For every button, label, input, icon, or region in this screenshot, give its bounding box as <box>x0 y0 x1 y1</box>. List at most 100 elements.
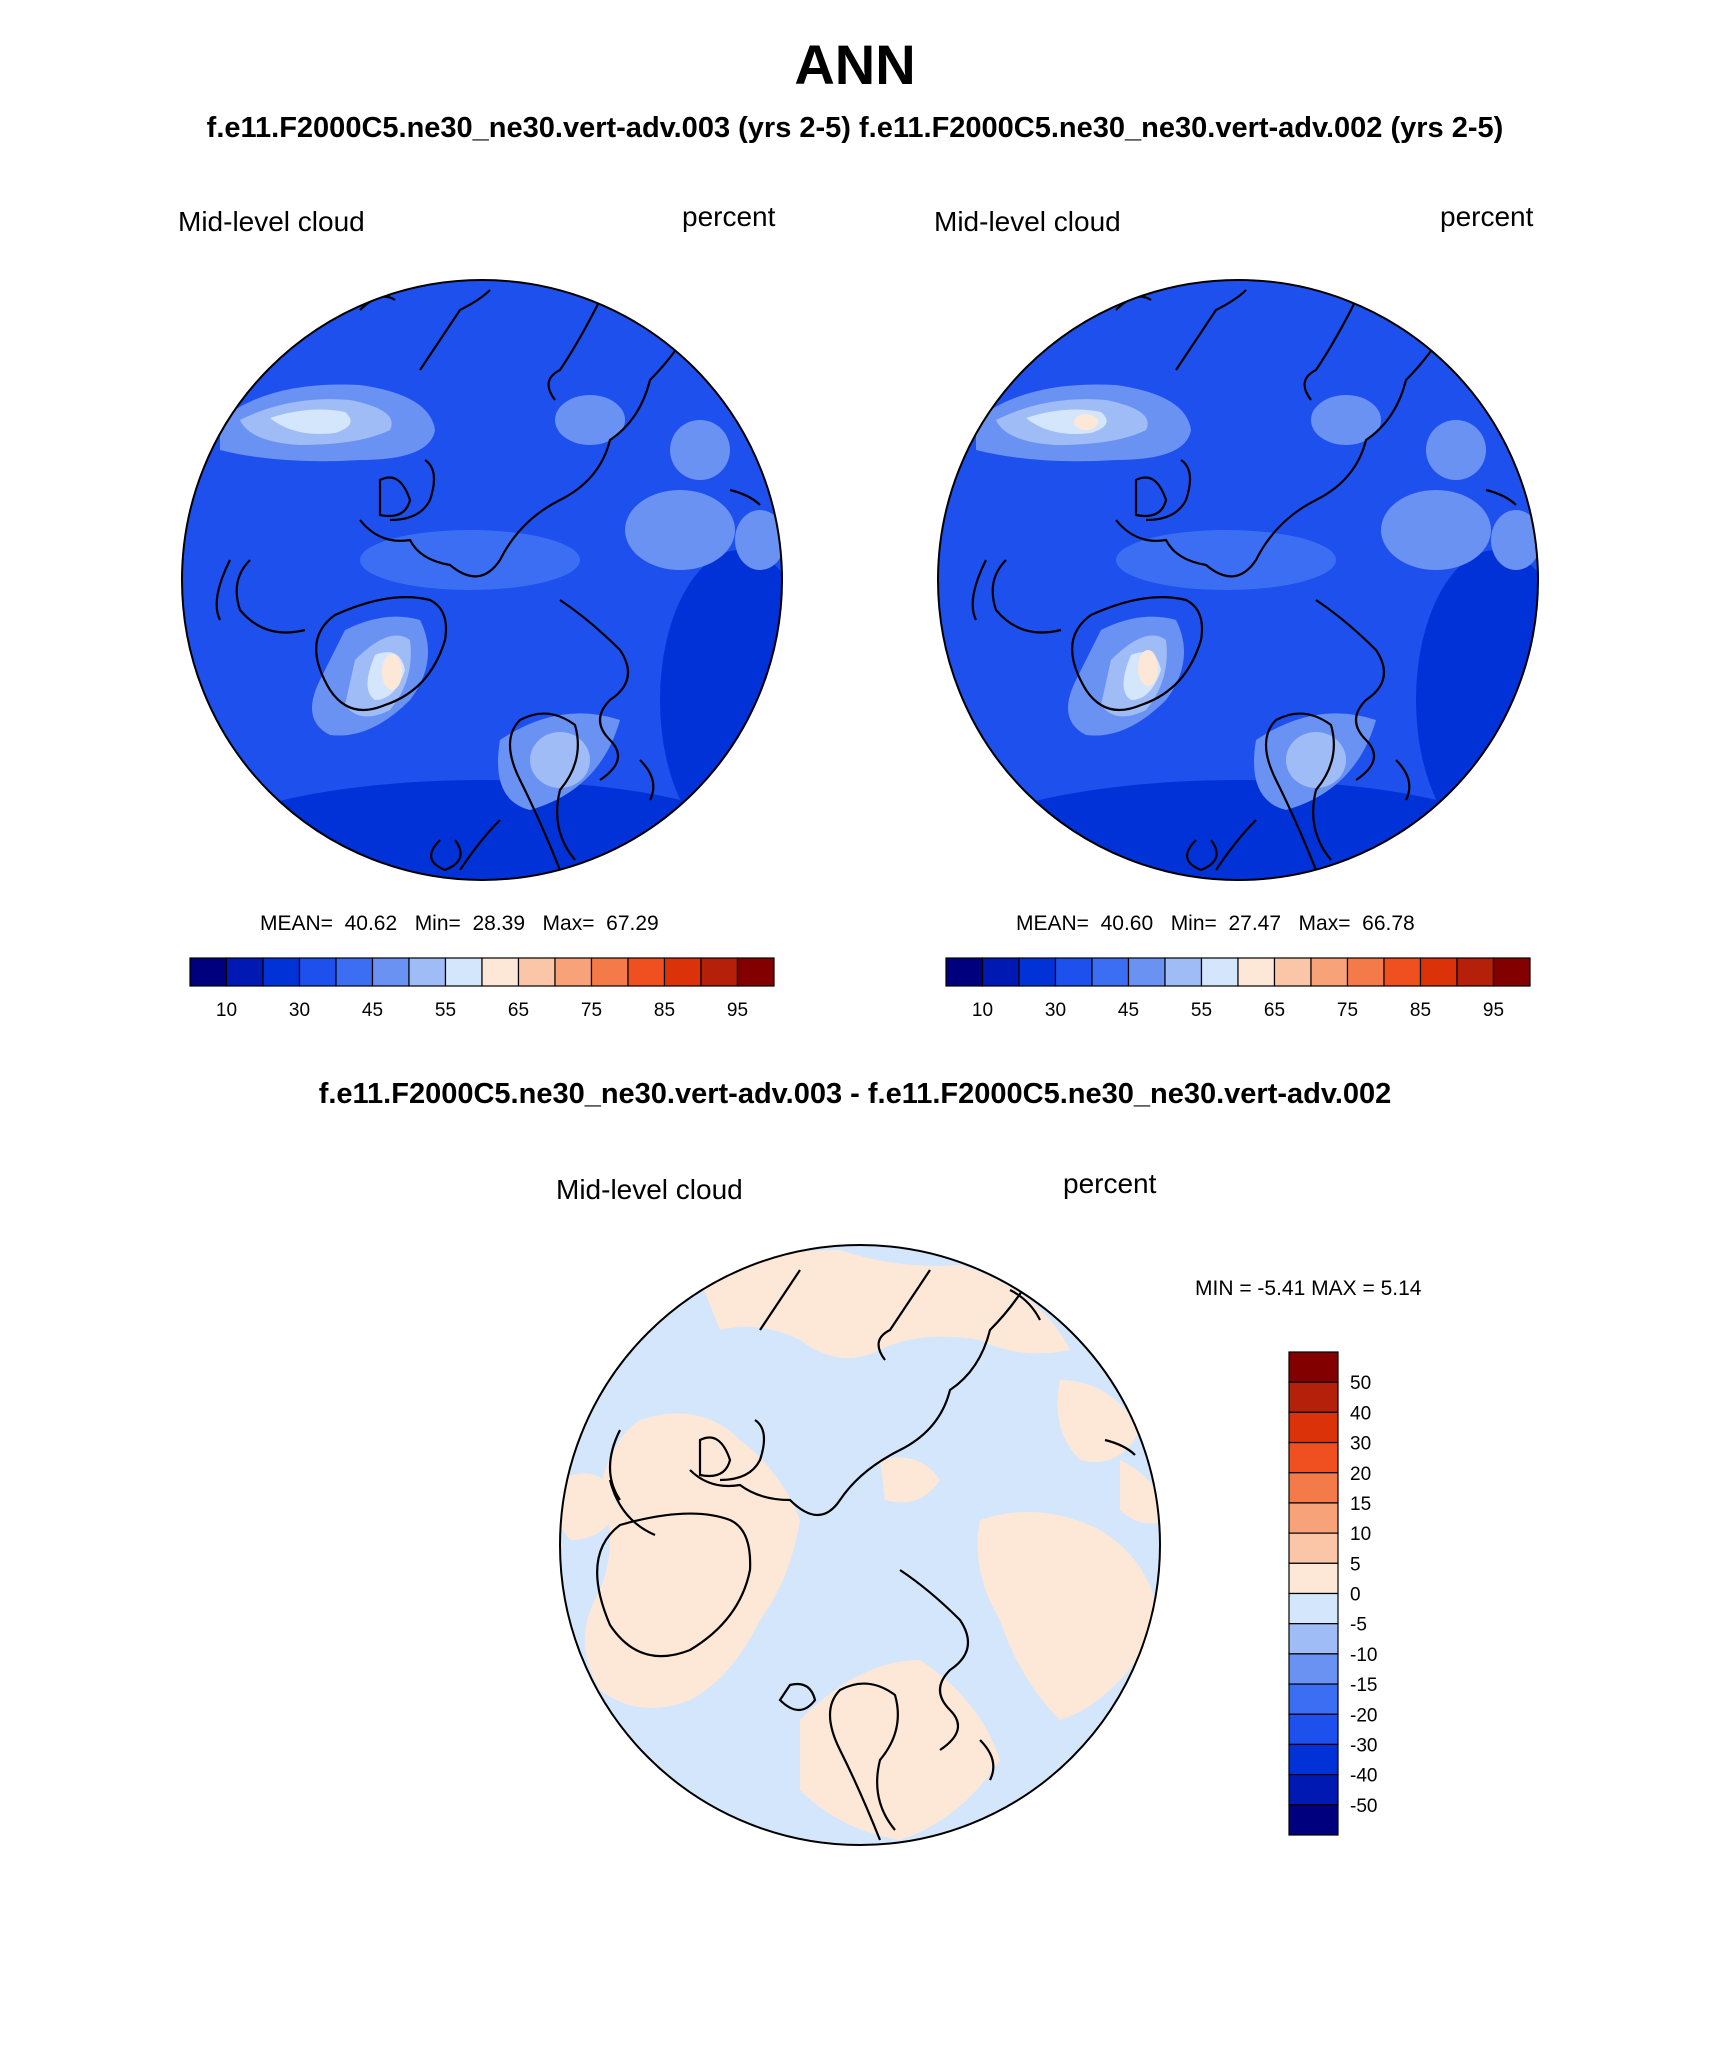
cbar2-tick-label: 65 <box>1264 1000 1285 1021</box>
cbar3-tick-label: -50 <box>1350 1796 1377 1817</box>
colorbar-panel-2: 10 30 45 55 65 75 85 95 <box>945 957 1531 1021</box>
cbar1-tick-label: 10 <box>216 1000 237 1021</box>
cbar2-swatch-2 <box>1018 957 1057 987</box>
cbar2-tick-label: 55 <box>1191 1000 1212 1021</box>
panel1-min-value: 28.39 <box>472 912 526 935</box>
cbar3-swatch-11 <box>1288 1683 1339 1715</box>
cbar3-swatch-7 <box>1288 1562 1339 1595</box>
cbar2-tick-label: 10 <box>972 1000 993 1021</box>
cbar1-swatch-15 <box>736 957 775 987</box>
panel1-min-label: Min= <box>414 912 461 935</box>
panel2-mean-label: MEAN= <box>1016 912 1089 935</box>
figure-title: ANN <box>794 33 916 96</box>
cbar2-swatch-12 <box>1383 957 1422 987</box>
cbar2-swatch-13 <box>1419 957 1458 987</box>
cbar1-swatch-4 <box>335 957 374 987</box>
panel3-right-label: percent <box>1063 1168 1157 1199</box>
panel2-max-label: Max= <box>1298 912 1351 935</box>
cbar1-swatch-0 <box>189 957 228 987</box>
panel1-mean-label: MEAN= <box>260 912 333 935</box>
panel2-left-label: Mid-level cloud <box>934 206 1121 237</box>
cbar3-tick-label: 50 <box>1350 1373 1371 1394</box>
panel1-max-label: Max= <box>542 912 595 935</box>
panel1-left-label: Mid-level cloud <box>178 206 365 237</box>
cbar1-tick-label: 55 <box>435 1000 456 1021</box>
panel2-mean-value: 40.60 <box>1100 912 1154 935</box>
cbar2-swatch-9 <box>1273 957 1312 987</box>
cbar2-swatch-6 <box>1164 957 1203 987</box>
cbar2-swatch-14 <box>1456 957 1495 987</box>
panel2-min-value: 27.47 <box>1228 912 1282 935</box>
cbar3-swatch-5 <box>1288 1502 1339 1534</box>
cbar1-tick-label: 65 <box>508 1000 529 1021</box>
map-panel-3 <box>559 1244 1161 1846</box>
cbar3-swatch-8 <box>1288 1592 1339 1625</box>
cbar3-swatch-9 <box>1288 1623 1339 1655</box>
cbar1-swatch-3 <box>298 957 337 987</box>
panel2-stats: MEAN= 40.60 Min= 27.47 Max= 66.78 <box>1016 912 1415 936</box>
cbar3-swatch-1 <box>1288 1381 1339 1413</box>
cbar2-tick-label: 30 <box>1045 1000 1066 1021</box>
panel2-right-label: percent <box>1440 201 1534 232</box>
cbar3-swatch-2 <box>1288 1411 1339 1444</box>
cbar1-swatch-6 <box>408 957 447 987</box>
cbar3-swatch-6 <box>1288 1532 1339 1564</box>
cbar1-tick-label: 75 <box>581 1000 602 1021</box>
cbar1-swatch-7 <box>444 957 483 987</box>
cbar3-tick-label: 15 <box>1350 1494 1371 1515</box>
cbar2-tick-label: 85 <box>1410 1000 1431 1021</box>
cbar3-swatch-0 <box>1288 1351 1339 1383</box>
cbar3-tick-label: 40 <box>1350 1403 1371 1424</box>
cbar2-swatch-7 <box>1200 957 1239 987</box>
cbar1-tick-label: 85 <box>654 1000 675 1021</box>
panel1-stats: MEAN= 40.62 Min= 28.39 Max= 67.29 <box>260 912 659 936</box>
figure-subtitle: f.e11.F2000C5.ne30_ne30.vert-adv.003 (yr… <box>206 112 1504 144</box>
panel3-left-label: Mid-level cloud <box>556 1174 743 1205</box>
cbar3-swatch-3 <box>1288 1441 1339 1474</box>
cbar2-swatch-4 <box>1091 957 1130 987</box>
panel3-stats: MIN = -5.41 MAX = 5.14 <box>1195 1277 1422 1300</box>
map1-border <box>181 279 783 881</box>
map3-border <box>559 1244 1161 1846</box>
cbar3-swatch-10 <box>1288 1653 1339 1685</box>
cbar2-swatch-10 <box>1310 957 1349 987</box>
cbar3-tick-label: -30 <box>1350 1735 1377 1756</box>
cbar2-swatch-15 <box>1492 957 1531 987</box>
cbar1-swatch-8 <box>481 957 520 987</box>
map-panel-2 <box>937 279 1539 881</box>
cbar3-tick-label: 10 <box>1350 1524 1371 1545</box>
cbar1-swatch-13 <box>663 957 702 987</box>
cbar1-swatch-10 <box>554 957 593 987</box>
map-panel-1 <box>181 279 783 881</box>
cbar1-swatch-2 <box>262 957 301 987</box>
map2-fill-contours <box>938 384 1538 880</box>
cbar3-tick-label: 20 <box>1350 1464 1371 1485</box>
cbar1-swatch-11 <box>590 957 629 987</box>
cbar1-swatch-12 <box>627 957 666 987</box>
cbar1-swatch-9 <box>517 957 556 987</box>
cbar2-tick-label: 75 <box>1337 1000 1358 1021</box>
cbar3-tick-label: -5 <box>1350 1615 1367 1636</box>
cbar3-tick-label: -40 <box>1350 1766 1377 1787</box>
cbar1-tick-label: 45 <box>362 1000 383 1021</box>
cbar1-swatch-14 <box>700 957 739 987</box>
map2-border <box>937 279 1539 881</box>
cbar3-swatch-13 <box>1288 1743 1339 1776</box>
cbar3-tick-label: -15 <box>1350 1675 1377 1696</box>
cbar3-tick-label: -10 <box>1350 1645 1377 1666</box>
cbar1-tick-label: 95 <box>727 1000 748 1021</box>
map3-background <box>560 1245 1160 1845</box>
cbar3-tick-label: 30 <box>1350 1434 1371 1455</box>
difference-title: f.e11.F2000C5.ne30_ne30.vert-adv.003 - f… <box>318 1078 1392 1110</box>
panel2-max-value: 66.78 <box>1362 912 1415 935</box>
panel1-max-value: 67.29 <box>606 912 659 935</box>
cbar2-swatch-8 <box>1237 957 1276 987</box>
colorbar-panel-1: 10 30 45 55 65 75 85 95 <box>189 957 775 1021</box>
cbar1-swatch-1 <box>225 957 264 987</box>
cbar3-swatch-14 <box>1288 1774 1339 1806</box>
cbar2-swatch-0 <box>945 957 984 987</box>
panel1-right-label: percent <box>682 201 776 232</box>
cbar2-swatch-11 <box>1346 957 1385 987</box>
